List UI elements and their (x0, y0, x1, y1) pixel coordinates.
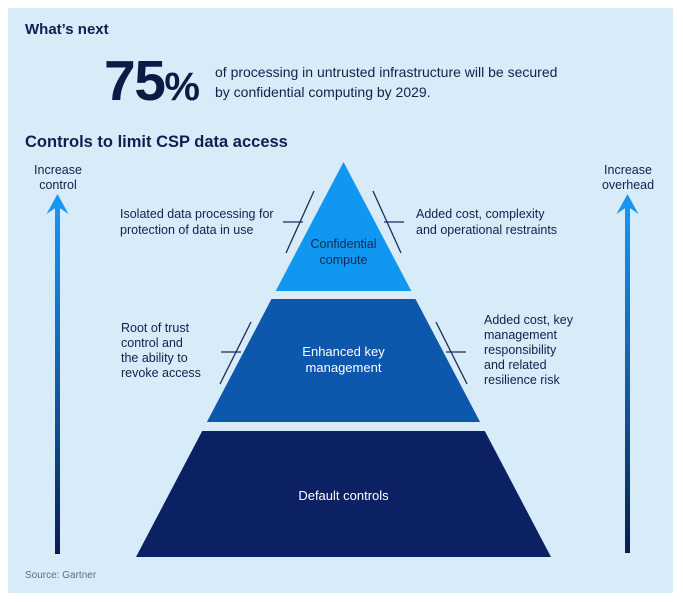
stat-description: of processing in untrusted infrastructur… (215, 64, 558, 100)
tier-label-default-controls: Default controls (298, 488, 389, 503)
page-title: What’s next (25, 21, 109, 38)
stat-number: 75 (104, 49, 166, 113)
tier-label-confidential-compute: Confidential compute (310, 237, 377, 267)
source-attribution: Source: Gartner (25, 570, 97, 581)
annotation-root-of-trust: Root of trust control and the ability to… (121, 321, 201, 380)
increase-overhead-label: Increase overhead (601, 163, 655, 192)
annotation-isolated-data-processing: Isolated data processing for protection … (120, 207, 274, 237)
stat-percent-sign: % (164, 65, 200, 109)
annotation-added-cost-complexity: Added cost, complexity and operational r… (416, 207, 558, 237)
increase-control-label: Increase control (34, 163, 82, 192)
tier-label-enhanced-key-management: Enhanced key management (302, 344, 385, 375)
section-title: Controls to limit CSP data access (25, 133, 288, 151)
annotation-added-cost-key-management: Added cost, key management responsibilit… (484, 313, 573, 387)
stat-value: 75% (104, 48, 200, 114)
